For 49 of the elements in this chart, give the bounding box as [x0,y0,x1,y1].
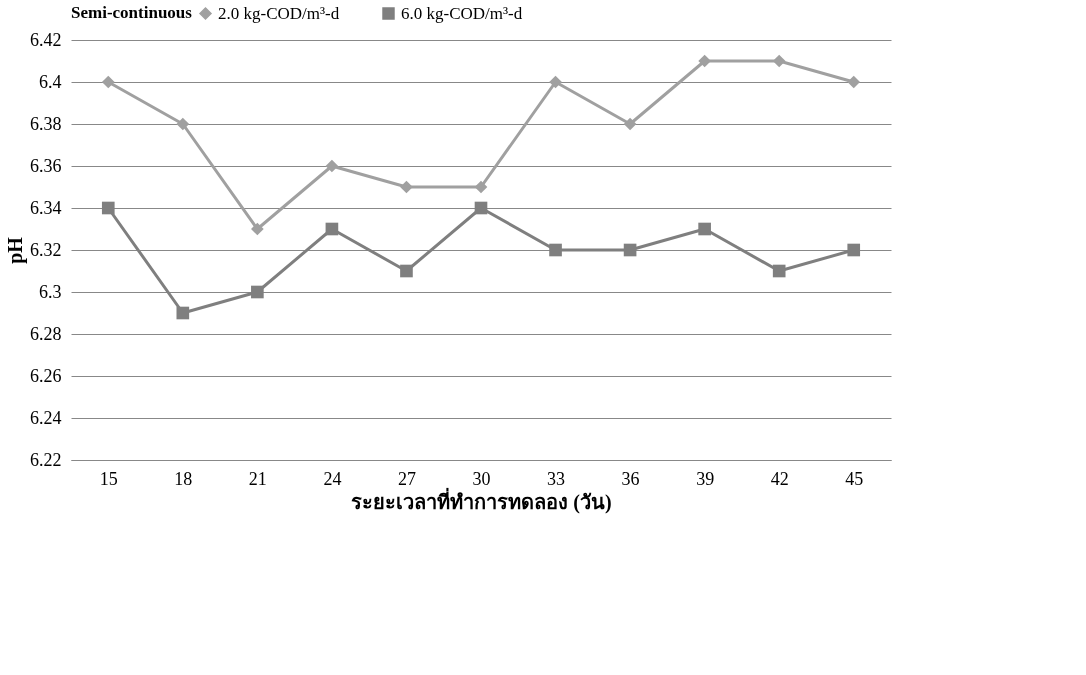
legend-label: 6.0 kg-COD/m³-d [401,3,523,23]
y-tick-label: 6.26 [30,365,62,386]
point [772,54,786,68]
point [549,243,562,257]
point [549,75,562,89]
point [698,54,711,68]
y-tick-label: 6.32 [30,239,62,260]
legend-title: Semi-continuous [71,3,193,22]
y-tick-label: 6.38 [30,113,62,134]
y-axis-title: pH [4,236,27,264]
point [400,180,413,194]
point [698,222,711,236]
y-tick-label: 6.42 [30,29,62,50]
x-tick-label: 21 [248,468,267,489]
x-axis-title: ระยะเวลาที่ทำการทดลอง (วัน) [351,490,612,513]
x-tick-label: 15 [99,468,118,489]
x-tick-label: 27 [397,468,416,489]
point [400,264,413,278]
x-tick-label: 30 [472,468,491,489]
x-tick-label: 42 [770,468,789,489]
x-tick-label: 39 [696,468,715,489]
point [772,264,786,278]
point [251,285,264,299]
point [325,159,339,173]
point [251,222,264,236]
legend-label: 2.0 kg-COD/m³-d [218,3,340,23]
y-tick-label: 6.4 [39,71,62,92]
x-tick-label: 45 [845,468,864,489]
y-tick-label: 6.28 [30,323,62,344]
point [176,117,190,131]
point [847,75,861,89]
x-tick-label: 33 [547,468,566,489]
y-tick-label: 6.36 [30,155,62,176]
point [847,243,861,257]
point [474,180,488,194]
y-tick-label: 6.22 [30,449,62,470]
point [623,243,637,257]
y-tick-label: 6.34 [30,197,62,218]
x-tick-label: 36 [621,468,640,489]
y-tick-label: 6.3 [39,281,62,302]
point [325,222,339,236]
y-tick-label: 6.24 [30,407,62,428]
point [623,117,637,131]
point [101,201,115,215]
point [474,201,488,215]
point [176,306,190,320]
x-tick-label: 18 [174,468,193,489]
x-tick-label: 24 [323,468,342,489]
point [101,75,115,89]
